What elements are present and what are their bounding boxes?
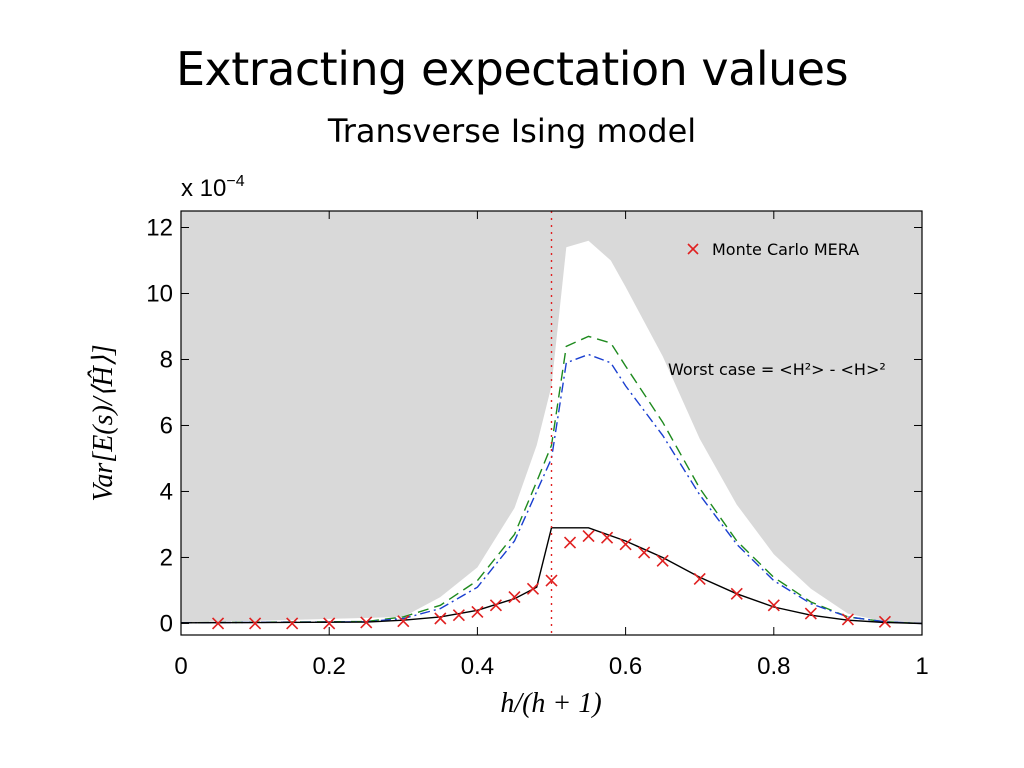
data-point-x-marker: [878, 615, 892, 628]
data-point-x-marker: [601, 531, 614, 544]
data-point-x-marker: [211, 617, 225, 630]
y-tick-label: 4: [160, 478, 173, 505]
data-point-x-marker: [619, 538, 632, 551]
slide-subtitle: Transverse Ising model: [327, 112, 697, 150]
data-point-x-marker: [434, 612, 447, 625]
x-tick-label: 0.6: [609, 653, 642, 680]
data-point-x-marker: [841, 613, 854, 626]
data-point-x-marker: [508, 590, 521, 604]
data-point-x-marker: [249, 617, 262, 630]
x-tick-label: 0: [174, 653, 187, 680]
series-line-dash-dot: [181, 353, 922, 625]
y-axis-title: Var[E(s)/⟨Ĥ⟩]: [88, 344, 119, 501]
data-point-x-marker: [397, 615, 410, 628]
y-tick-label: 8: [160, 346, 173, 373]
plot-frame: [180, 210, 923, 636]
y-tick-label: 0: [160, 610, 173, 637]
y-tick-label: 6: [160, 412, 173, 439]
data-point-x-marker: [452, 609, 465, 622]
y-multiplier-label: x 10−4: [181, 173, 245, 202]
legend: Monte Carlo MERA: [687, 240, 859, 259]
data-point-x-marker: [471, 605, 484, 618]
data-point-x-marker: [582, 529, 595, 543]
worst-case-annotation: Worst case = <H²> - <H>²: [668, 360, 886, 379]
data-point-x-marker: [323, 617, 336, 630]
series-layer: [181, 211, 922, 635]
data-point-x-marker: [638, 546, 651, 559]
data-point-x-marker: [767, 599, 780, 612]
data-point-x-marker: [656, 554, 669, 567]
series-line-solid: [181, 527, 922, 625]
y-tick-label: 12: [146, 214, 173, 241]
data-point-x-marker: [545, 574, 558, 587]
worst-case-band: [181, 240, 922, 635]
x-axis-title: h/(h + 1): [500, 688, 601, 719]
series-line-dashed: [181, 335, 922, 625]
data-point-x-marker: [804, 607, 817, 620]
y-tick-label: 10: [146, 280, 173, 307]
data-point-x-marker: [286, 617, 299, 630]
data-point-x-marker: [526, 582, 540, 595]
x-tick-label: 0.4: [461, 653, 494, 680]
x-tick-label: 1: [915, 653, 928, 680]
data-point-x-marker: [730, 587, 743, 600]
legend-marker-x: [687, 243, 699, 255]
y-tick-label: 2: [160, 544, 173, 571]
legend-label: Monte Carlo MERA: [712, 240, 859, 259]
data-point-x-marker: [563, 536, 577, 549]
axes: [180, 210, 923, 636]
data-point-x-marker: [360, 616, 373, 629]
x-tick-label: 0.2: [313, 653, 346, 680]
data-point-x-marker: [693, 572, 706, 585]
slide-title: Extracting expectation values: [175, 42, 849, 96]
data-point-x-marker: [489, 599, 502, 612]
x-tick-label: 0.8: [757, 653, 790, 680]
